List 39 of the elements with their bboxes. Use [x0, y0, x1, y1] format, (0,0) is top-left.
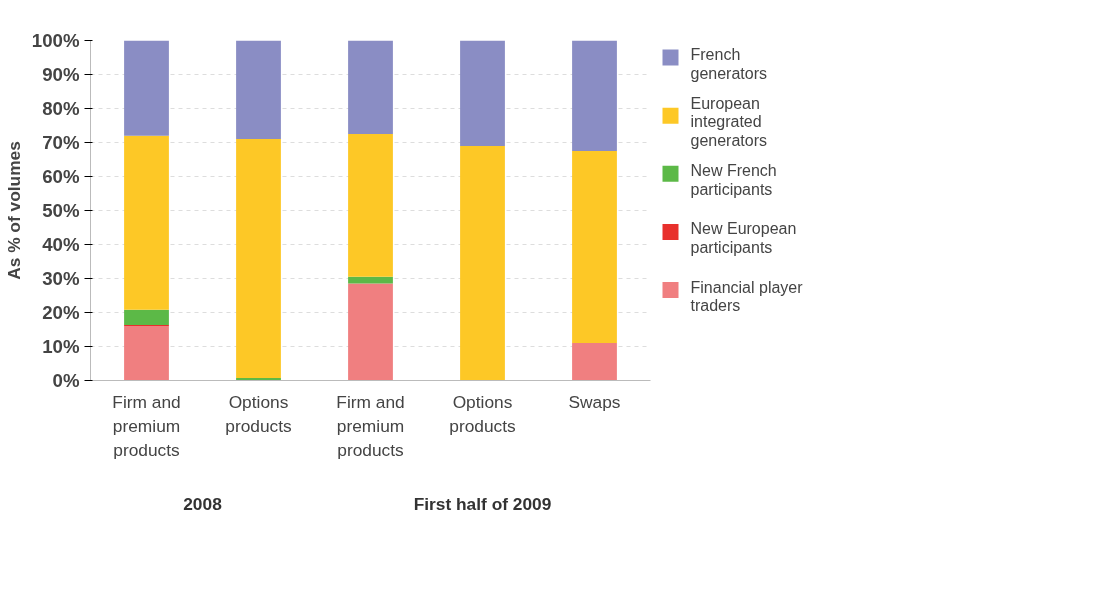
x-tick-label: Swaps [568, 391, 621, 412]
y-tick-label: 30% [42, 268, 80, 289]
bar [572, 343, 617, 381]
bar [124, 326, 169, 381]
text: 2008 [183, 493, 223, 514]
y-tick-label: 40% [42, 234, 80, 255]
y-tick-label: 0% [52, 370, 80, 391]
bar [124, 135, 169, 310]
y-tick-label: 10% [42, 336, 80, 357]
y-axis-title: As % of volumes [3, 141, 24, 280]
bar [236, 40, 281, 140]
legend-label: European integrated generators [690, 94, 767, 150]
text: First half of 2009 [413, 493, 552, 514]
y-tick-label: 70% [42, 132, 80, 153]
bar [348, 283, 393, 381]
legend-label: Financial player traders [690, 278, 804, 315]
bar [348, 40, 393, 134]
bar [124, 309, 169, 326]
y-tick-label: 100% [31, 30, 80, 51]
y-tick-label: 60% [42, 166, 80, 187]
legend-label: New French participants [690, 162, 777, 198]
bar [460, 145, 505, 381]
y-tick-label: 20% [42, 302, 80, 323]
x-tick-label: Options products [225, 391, 293, 436]
y-tick-label: 50% [42, 200, 80, 221]
x-tick-label: Firm and premium products [336, 391, 405, 460]
bar [572, 40, 617, 151]
bar [236, 139, 281, 379]
bar [348, 276, 393, 284]
legend-label: French generators [690, 45, 767, 82]
y-tick-label: 90% [42, 64, 80, 85]
bar [348, 134, 393, 277]
x-tick-label: Options products [449, 391, 517, 436]
y-tick-label: 80% [42, 98, 80, 119]
bar [460, 40, 505, 146]
x-tick-label: Firm and premium products [112, 391, 181, 460]
bar [124, 40, 169, 136]
legend-label: New European participants [690, 220, 797, 257]
bar [572, 151, 617, 344]
